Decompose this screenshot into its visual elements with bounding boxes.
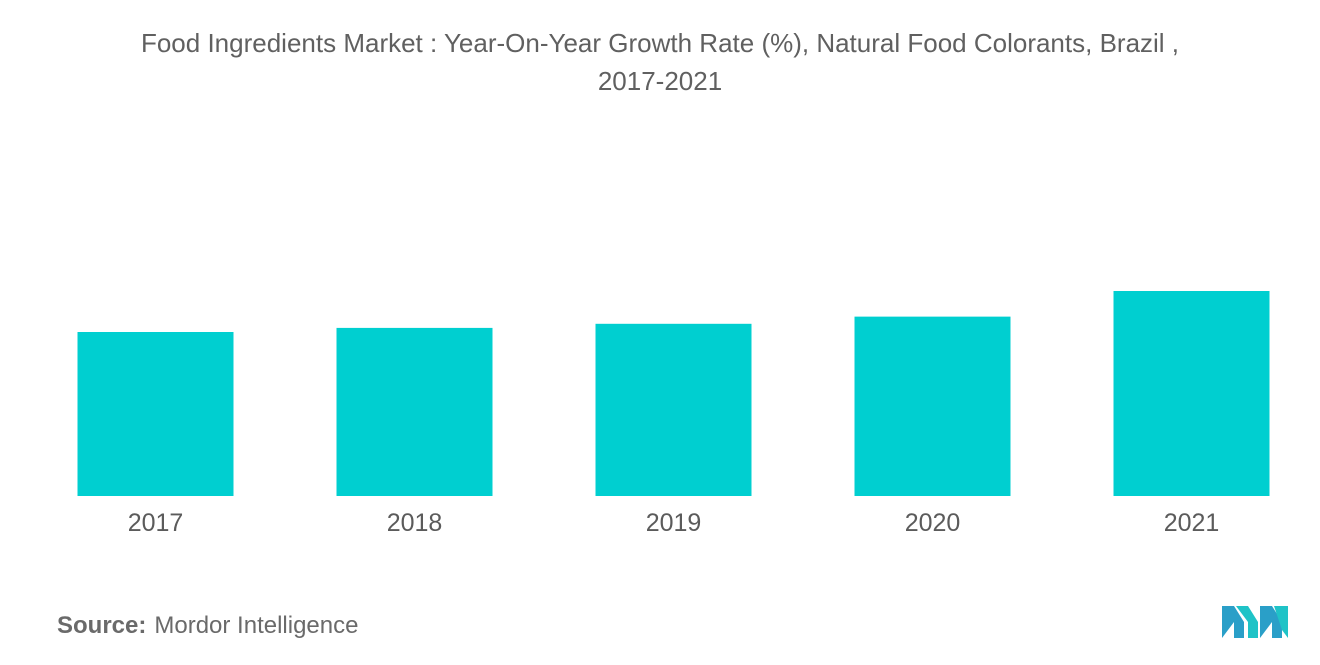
- bar-2021: [1113, 291, 1270, 496]
- x-tick-label-2021: 2021: [1164, 509, 1220, 537]
- x-tick-label-2017: 2017: [128, 509, 184, 537]
- source-label: Source:: [57, 612, 147, 639]
- chart-title: Food Ingredients Market : Year-On-Year G…: [20, 24, 1300, 100]
- mordor-intelligence-logo-icon: [1222, 606, 1288, 638]
- source-text: Mordor Intelligence: [154, 612, 359, 639]
- chart-title-line-2: 2017-2021: [597, 66, 723, 96]
- x-tick-label-2019: 2019: [646, 509, 702, 537]
- x-tick-label-2020: 2020: [905, 509, 961, 537]
- bar-2017: [77, 332, 234, 496]
- x-tick-label-2018: 2018: [387, 509, 443, 537]
- bar-2020: [854, 316, 1011, 496]
- bar-2018: [336, 327, 493, 496]
- source-note: Source: Mordor Intelligence: [57, 612, 358, 640]
- chart-title-line-1: Food Ingredients Market : Year-On-Year G…: [140, 28, 1180, 58]
- bar-chart: 2017 2018 2019 2020 2021: [77, 291, 1270, 537]
- bar-2019: [595, 323, 752, 496]
